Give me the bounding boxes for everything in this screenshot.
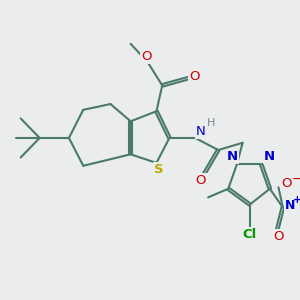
Text: O: O xyxy=(273,230,284,243)
Text: Cl: Cl xyxy=(242,228,256,241)
Text: −: − xyxy=(292,173,300,186)
Text: O: O xyxy=(281,177,292,190)
Text: O: O xyxy=(141,50,152,63)
Text: N: N xyxy=(196,125,205,138)
Text: N: N xyxy=(264,150,275,163)
Text: N: N xyxy=(227,150,238,163)
Text: S: S xyxy=(154,163,164,176)
Text: H: H xyxy=(207,118,215,128)
Text: +: + xyxy=(293,195,300,205)
Text: O: O xyxy=(195,174,206,187)
Text: N: N xyxy=(285,200,295,212)
Text: O: O xyxy=(189,70,200,83)
